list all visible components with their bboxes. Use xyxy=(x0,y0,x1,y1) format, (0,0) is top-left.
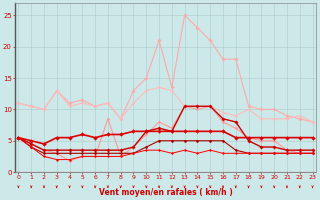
X-axis label: Vent moyen/en rafales ( km/h ): Vent moyen/en rafales ( km/h ) xyxy=(99,188,232,197)
